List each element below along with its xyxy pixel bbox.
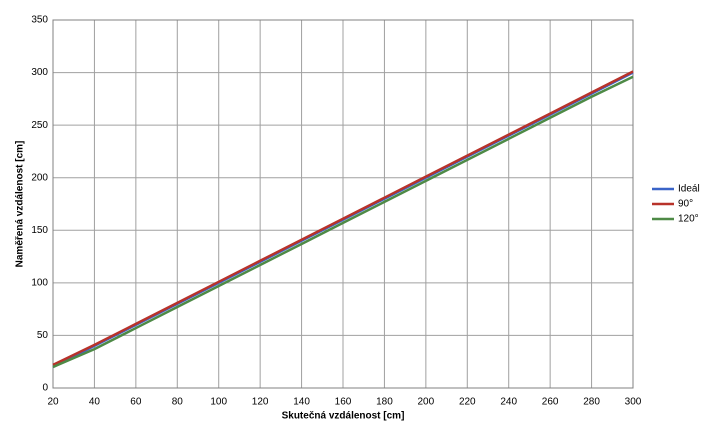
- x-tick-label: 280: [583, 397, 600, 408]
- plot-frame: [52, 19, 634, 389]
- y-tick-label: 100: [31, 277, 48, 288]
- x-tick-label: 100: [210, 397, 227, 408]
- y-tick-label: 300: [31, 67, 48, 78]
- x-tick-label: 240: [500, 397, 517, 408]
- x-tick-label: 180: [376, 397, 393, 408]
- x-tick-label: 60: [130, 397, 142, 408]
- x-tick-label: 300: [625, 397, 642, 408]
- y-tick-label: 350: [31, 15, 48, 26]
- y-tick-label: 50: [37, 330, 49, 341]
- y-tick-label: 150: [31, 225, 48, 236]
- x-axis-title: Skutečná vzdálenost [cm]: [282, 411, 405, 422]
- x-tick-label: 80: [172, 397, 184, 408]
- series-line: [52, 75, 634, 369]
- x-tick-label: 40: [89, 397, 101, 408]
- x-tick-label: 120: [252, 397, 269, 408]
- y-tick-label: 250: [31, 120, 48, 131]
- legend-label: Ideál: [678, 184, 700, 195]
- series-line: [52, 70, 634, 366]
- x-tick-label: 260: [542, 397, 559, 408]
- x-tick-label: 160: [335, 397, 352, 408]
- legend-label: 90°: [678, 199, 693, 210]
- x-tick-label: 200: [418, 397, 435, 408]
- y-tick-label: 0: [42, 383, 48, 394]
- legend-label: 120°: [678, 214, 699, 225]
- x-tick-label: 20: [47, 397, 59, 408]
- y-tick-label: 200: [31, 172, 48, 183]
- y-axis-title: Naměřená vzdálenost [cm]: [15, 141, 26, 268]
- x-tick-label: 220: [459, 397, 476, 408]
- x-tick-label: 140: [293, 397, 310, 408]
